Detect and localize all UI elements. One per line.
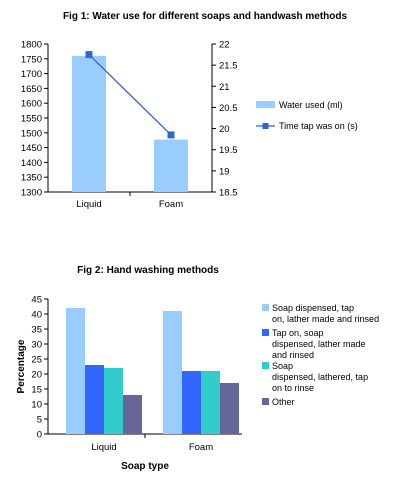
fig1-left-tick-label: 1750 (21, 54, 42, 65)
fig1-legend-swatch-marker (262, 123, 269, 129)
fig2-bar-series-1 (163, 311, 182, 434)
fig1-left-tick-label: 1500 (21, 128, 42, 139)
fig2-bar-series-4 (220, 383, 239, 434)
fig2-y-tick-label: 10 (31, 400, 42, 411)
fig1-left-tick-label: 1300 (21, 188, 42, 199)
fig1-right-tick-label: 21.5 (219, 61, 238, 72)
fig1-left-tick-label: 1450 (21, 143, 42, 154)
fig2-y-tick-label: 45 (31, 295, 42, 306)
fig2-y-axis-label: Percentage (16, 339, 27, 393)
fig2-y-tick-label: 25 (31, 355, 42, 366)
fig1-left-tick-label: 1400 (21, 158, 42, 169)
fig2-legend-swatch-4 (262, 398, 269, 405)
fig1-chart: 1300 1350 1400 1450 1500 1550 1600 1650 1700 1750… (21, 40, 358, 211)
fig2-y-tick-label: 40 (31, 310, 42, 321)
fig2-title: Fig 2: Hand washing methods (77, 265, 219, 276)
fig2-legend-swatch-1 (262, 304, 269, 311)
fig1-right-tick-label: 21 (219, 82, 230, 93)
fig1-left-tick-label: 1600 (21, 99, 42, 110)
fig2-y-tick-label: 5 (37, 415, 42, 426)
fig1-title: Fig 1: Water use for different soaps and… (63, 11, 348, 22)
fig2-y-tick-label: 20 (31, 370, 42, 381)
fig2-legend-swatch-2 (262, 329, 269, 336)
fig1-line-time-tap-on (88, 54, 172, 136)
fig1-left-tick-label: 1800 (21, 40, 42, 51)
fig1-left-tick-label: 1550 (21, 114, 42, 125)
fig2-bar-series-4 (123, 395, 142, 434)
fig1-left-tick-label: 1700 (21, 69, 42, 80)
fig1-right-tick-label: 18.5 (219, 188, 238, 199)
fig1-legend-label-line: Time tap was on (s) (279, 121, 358, 131)
fig2-y-tick-label: 0 (37, 430, 42, 441)
fig2-bar-series-2 (85, 365, 104, 434)
fig1-right-tick-label: 22 (219, 40, 230, 51)
fig2-bar-series-1 (66, 308, 85, 434)
fig1-right-tick-label: 20 (219, 124, 230, 135)
fig1-bar-water-used (154, 139, 188, 192)
fig2-legend-label-1: on, lather made and rinsed (272, 314, 379, 324)
fig2-bar-series-3 (104, 368, 123, 434)
fig2-y-tick-label: 30 (31, 340, 42, 351)
fig2-legend-swatch-3 (262, 362, 269, 369)
fig1-left-tick-label: 1650 (21, 84, 42, 95)
fig1-right-tick-label: 19.5 (219, 145, 238, 156)
fig2-legend-label-2: dispensed, lather made (272, 339, 366, 349)
fig1-category-label: Liquid (76, 199, 101, 210)
fig2-category-label: Liquid (91, 442, 116, 453)
fig2-bar-series-3 (201, 371, 220, 434)
fig2-legend-label-3: on to rinse (272, 383, 314, 393)
fig2-legend-label-2: Tap on, soap (272, 328, 324, 338)
fig1-right-tick-label: 20.5 (219, 103, 238, 114)
fig1-right-tick-label: 19 (219, 166, 230, 177)
fig1-left-tick-label: 1350 (21, 173, 42, 184)
fig2-x-axis-label: Soap type (121, 461, 169, 472)
fig2-legend-label-3: dispensed, lathered, tap (272, 372, 368, 382)
fig1-category-label: Foam (159, 199, 183, 210)
fig2-legend-label-4: Other (272, 397, 295, 407)
fig2-chart: 0 5 10 15 20 25 30 35 40 45 Liquid Foam Soap type Per… (16, 295, 379, 473)
fig2-legend-label-1: Soap dispensed, tap (272, 303, 354, 313)
fig1-line-marker (85, 51, 93, 59)
fig2-bar-series-2 (182, 371, 201, 434)
fig1-legend-label-bar: Water used (ml) (279, 100, 343, 110)
fig2-legend-label-2: and rinsed (272, 350, 314, 360)
fig2-y-tick-label: 15 (31, 385, 42, 396)
fig2-y-tick-label: 35 (31, 325, 42, 336)
fig1-line-marker (167, 131, 175, 139)
fig1-legend-swatch-bar (256, 101, 275, 108)
fig1-bar-water-used (72, 55, 106, 193)
fig2-category-label: Foam (189, 442, 213, 453)
fig2-legend-label-3: Soap (272, 361, 293, 371)
